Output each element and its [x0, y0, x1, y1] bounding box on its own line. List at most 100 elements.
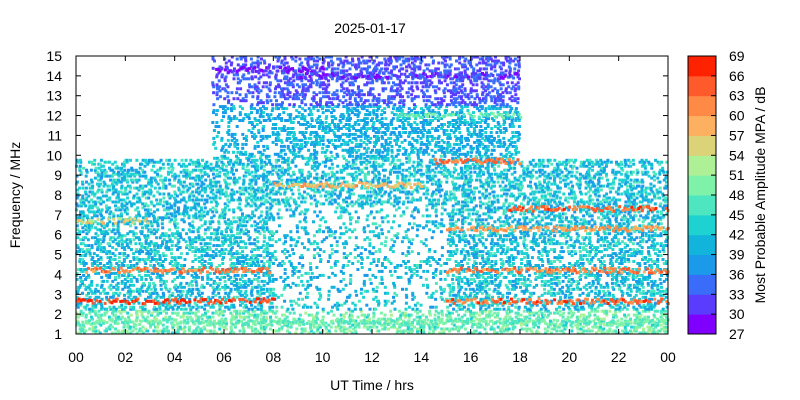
heatmap-cell [75, 224, 79, 228]
heatmap-cell [116, 329, 120, 333]
heatmap-cell [130, 273, 134, 277]
heatmap-cell [250, 164, 254, 168]
heatmap-cell [300, 273, 304, 277]
heatmap-cell [285, 256, 289, 260]
heatmap-cell [264, 325, 268, 329]
heatmap-cell [114, 228, 118, 232]
heatmap-cell [263, 236, 267, 240]
heatmap-cell [216, 228, 220, 232]
heatmap-cell [380, 269, 384, 273]
heatmap-cell [335, 305, 339, 309]
heatmap-cell [314, 131, 318, 134]
heatmap-cell [355, 142, 359, 146]
heatmap-cell [200, 216, 204, 220]
heatmap-cell [269, 113, 273, 117]
heatmap-cell [377, 329, 381, 333]
heatmap-cell [232, 331, 236, 335]
heatmap-cell [279, 150, 283, 154]
heatmap-cell [371, 81, 374, 85]
heatmap-cell [307, 107, 311, 111]
heatmap-cell [129, 305, 133, 309]
heatmap-cell [363, 313, 367, 317]
heatmap-cell [147, 256, 151, 260]
heatmap-cell [259, 101, 262, 105]
heatmap-cell [126, 180, 129, 184]
heatmap-cell [99, 250, 103, 254]
heatmap-cell [92, 260, 96, 263]
heatmap-cell [259, 160, 263, 164]
heatmap-cell [117, 178, 120, 182]
heatmap-cell [135, 309, 139, 313]
heatmap-cell [238, 158, 242, 162]
heatmap-cell [338, 144, 342, 148]
heatmap-cell [318, 115, 321, 119]
heatmap-cell [237, 81, 241, 85]
heatmap-cell [335, 206, 339, 210]
heatmap-cell [226, 176, 230, 180]
heatmap-cell [315, 317, 319, 321]
heatmap-cell [93, 309, 97, 313]
heatmap-cell [215, 134, 219, 138]
heatmap-cell [247, 77, 251, 81]
heatmap-cell [244, 232, 248, 236]
heatmap-cell [300, 170, 304, 174]
heatmap-cell [253, 220, 257, 224]
heatmap-cell [262, 273, 266, 277]
heatmap-cell [310, 164, 314, 168]
heatmap-cell [217, 131, 221, 134]
heatmap-cell [102, 250, 106, 254]
heatmap-cell [357, 202, 361, 206]
heatmap-cell [149, 190, 153, 194]
heatmap-cell [255, 277, 259, 281]
heatmap-cell [79, 242, 83, 246]
heatmap-cell [76, 192, 80, 196]
heatmap-cell [221, 105, 225, 109]
heatmap-cell [350, 313, 354, 317]
heatmap-cell [207, 174, 210, 178]
heatmap-cell [245, 138, 248, 142]
heatmap-cell [150, 222, 153, 226]
heatmap-cell [265, 246, 269, 250]
heatmap-cell [345, 119, 349, 122]
heatmap-cell [84, 224, 87, 228]
heatmap-cell [125, 172, 129, 176]
heatmap-cell [303, 144, 307, 148]
heatmap-cell [265, 289, 269, 293]
heatmap-cell [205, 242, 209, 246]
heatmap-cell [147, 214, 151, 218]
heatmap-cell [358, 168, 361, 172]
heatmap-cell [176, 313, 180, 317]
heatmap-cell [173, 190, 177, 194]
heatmap-cell [147, 180, 151, 184]
heatmap-cell [283, 317, 287, 321]
heatmap-cell [338, 57, 342, 61]
heatmap-cell [289, 119, 293, 122]
heatmap-cell [374, 103, 378, 107]
heatmap-cell [176, 311, 180, 315]
heatmap-cell [232, 117, 236, 121]
heatmap-cell [121, 252, 125, 256]
heatmap-cell [357, 204, 361, 208]
heatmap-cell [337, 216, 341, 220]
heatmap-cell [326, 95, 330, 99]
heatmap-cell [284, 204, 288, 208]
heatmap-cell [354, 99, 357, 103]
heatmap-cell [227, 182, 231, 186]
heatmap-cell [153, 283, 157, 287]
heatmap-cell [300, 279, 304, 283]
heatmap-cell [377, 186, 381, 190]
heatmap-cell [377, 97, 381, 101]
heatmap-cell [359, 291, 363, 295]
heatmap-cell [293, 132, 296, 136]
heatmap-cell [227, 115, 231, 119]
heatmap-cell [168, 212, 172, 216]
heatmap-cell [111, 246, 115, 250]
heatmap-cell [330, 77, 334, 81]
heatmap-cell [137, 250, 141, 254]
heatmap-cell [307, 113, 311, 117]
heatmap-cell [116, 287, 120, 291]
heatmap-cell [280, 89, 284, 93]
heatmap-cell [352, 176, 356, 180]
heatmap-cell [218, 307, 222, 311]
heatmap-cell [241, 212, 244, 216]
